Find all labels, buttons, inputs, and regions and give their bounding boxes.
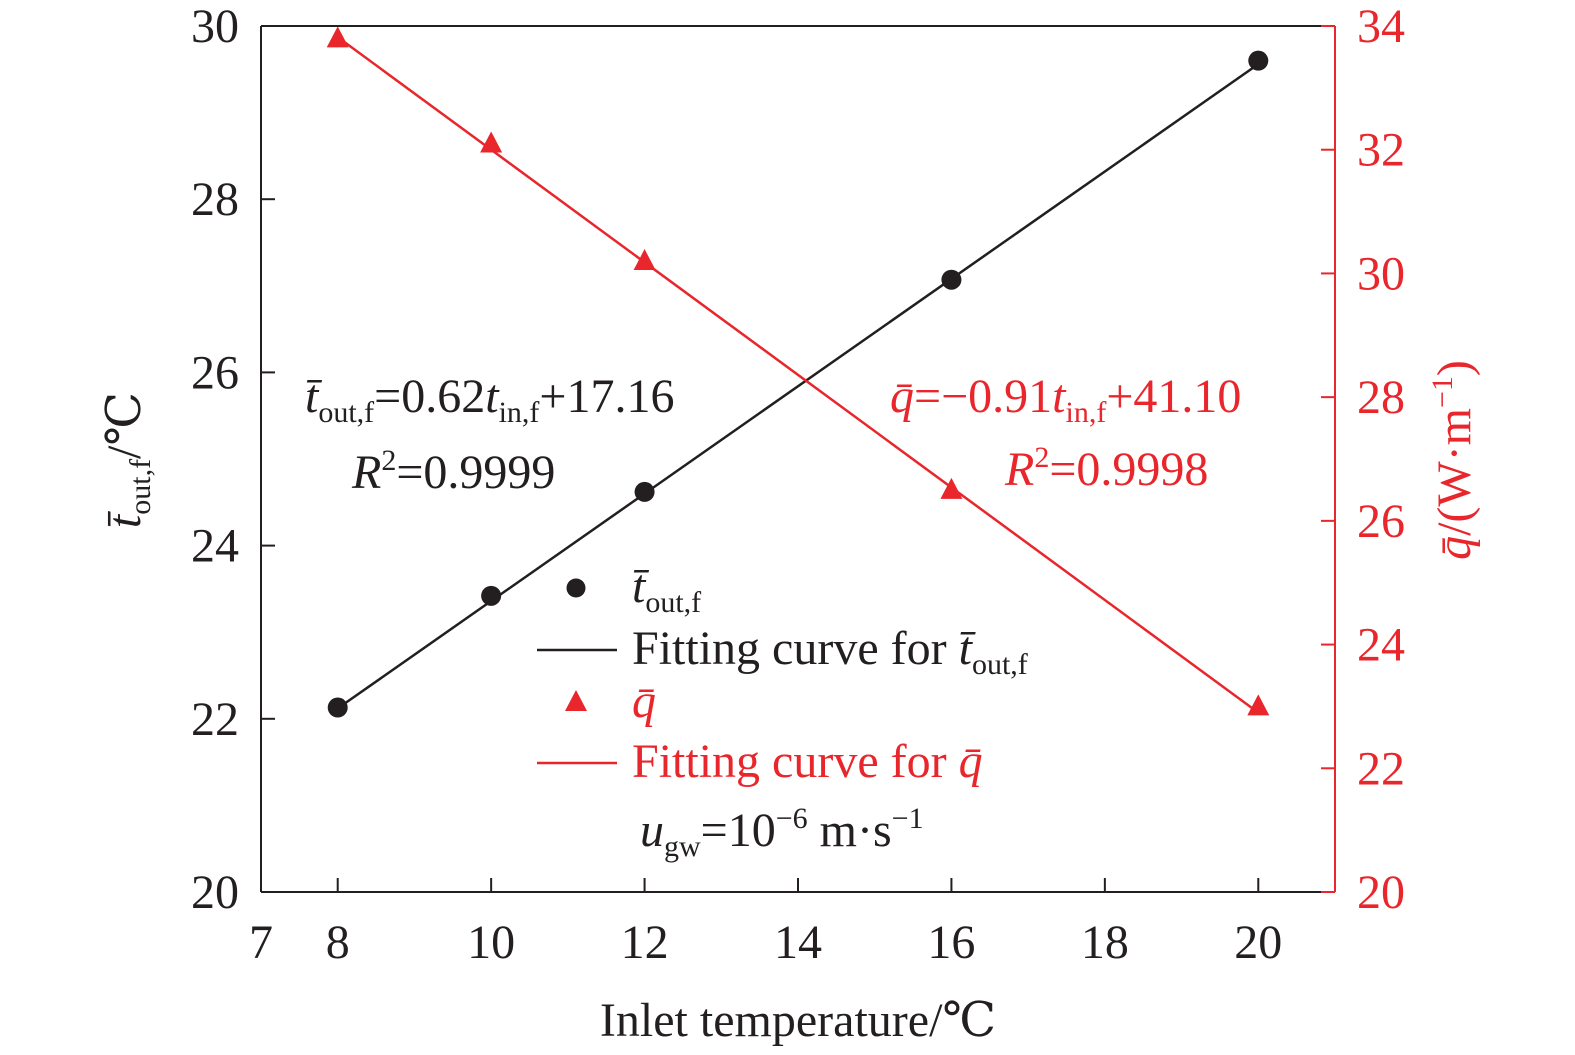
y-right-tick-label: 24 — [1357, 619, 1405, 672]
legend-label: t̄out,f — [632, 560, 701, 619]
y-right-tick-label: 26 — [1357, 495, 1405, 548]
equation-right: q̄=−0.91tin,f+41.10 — [890, 370, 1241, 429]
data-point-circle — [327, 697, 348, 718]
y-right-tick-label: 22 — [1357, 742, 1405, 795]
x-tick-label: 12 — [621, 916, 669, 969]
y-right-axis-label: q̄/(W·m−1) — [1426, 360, 1481, 560]
x-tick-label: 8 — [326, 916, 350, 969]
data-point-circle — [941, 269, 962, 290]
x-tick-label: 20 — [1234, 916, 1282, 969]
y-left-tick-label: 24 — [191, 520, 239, 573]
legend-marker-triangle — [565, 690, 587, 711]
x-tick-label: 10 — [467, 916, 515, 969]
y-right-tick-label: 32 — [1357, 124, 1405, 177]
y-left-tick-label: 20 — [191, 866, 239, 919]
y-left-tick-label: 22 — [191, 693, 239, 746]
condition-label: ugw=10−6 m·s−1 — [640, 802, 924, 863]
r-squared-right: R2=0.9998 — [1004, 441, 1208, 496]
data-point-triangle — [1247, 694, 1270, 716]
y-left-tick-label: 28 — [191, 173, 239, 226]
y-right-tick-label: 20 — [1357, 866, 1405, 919]
x-axis-label: Inlet temperature/℃ — [600, 994, 996, 1047]
legend-marker-circle — [566, 578, 586, 598]
legend-label: q̄ — [632, 675, 656, 728]
data-point-circle — [634, 481, 655, 502]
legend-label: Fitting curve for q̄ — [632, 735, 983, 788]
data-point-circle — [1248, 50, 1269, 71]
data-point-triangle — [633, 249, 656, 271]
x-tick-label: 14 — [774, 916, 822, 969]
x-tick-label: 7 — [249, 916, 273, 969]
y-left-tick-label: 30 — [191, 0, 239, 53]
legend-label: Fitting curve for t̄out,f — [632, 622, 1028, 681]
y-left-tick-label: 26 — [191, 346, 239, 399]
r-squared-left: R2=0.9999 — [351, 444, 555, 499]
x-tick-label: 18 — [1081, 916, 1129, 969]
y-right-tick-label: 30 — [1357, 247, 1405, 300]
x-tick-label: 16 — [927, 916, 975, 969]
data-point-circle — [481, 585, 502, 606]
equation-left: t̄out,f=0.62tin,f+17.16 — [305, 370, 675, 429]
data-point-triangle — [940, 477, 963, 499]
data-point-triangle — [480, 131, 503, 153]
y-left-axis-label: t̄out,f/℃ — [98, 392, 157, 528]
y-right-tick-label: 34 — [1357, 0, 1405, 53]
y-right-tick-label: 28 — [1357, 371, 1405, 424]
data-point-triangle — [326, 26, 349, 48]
